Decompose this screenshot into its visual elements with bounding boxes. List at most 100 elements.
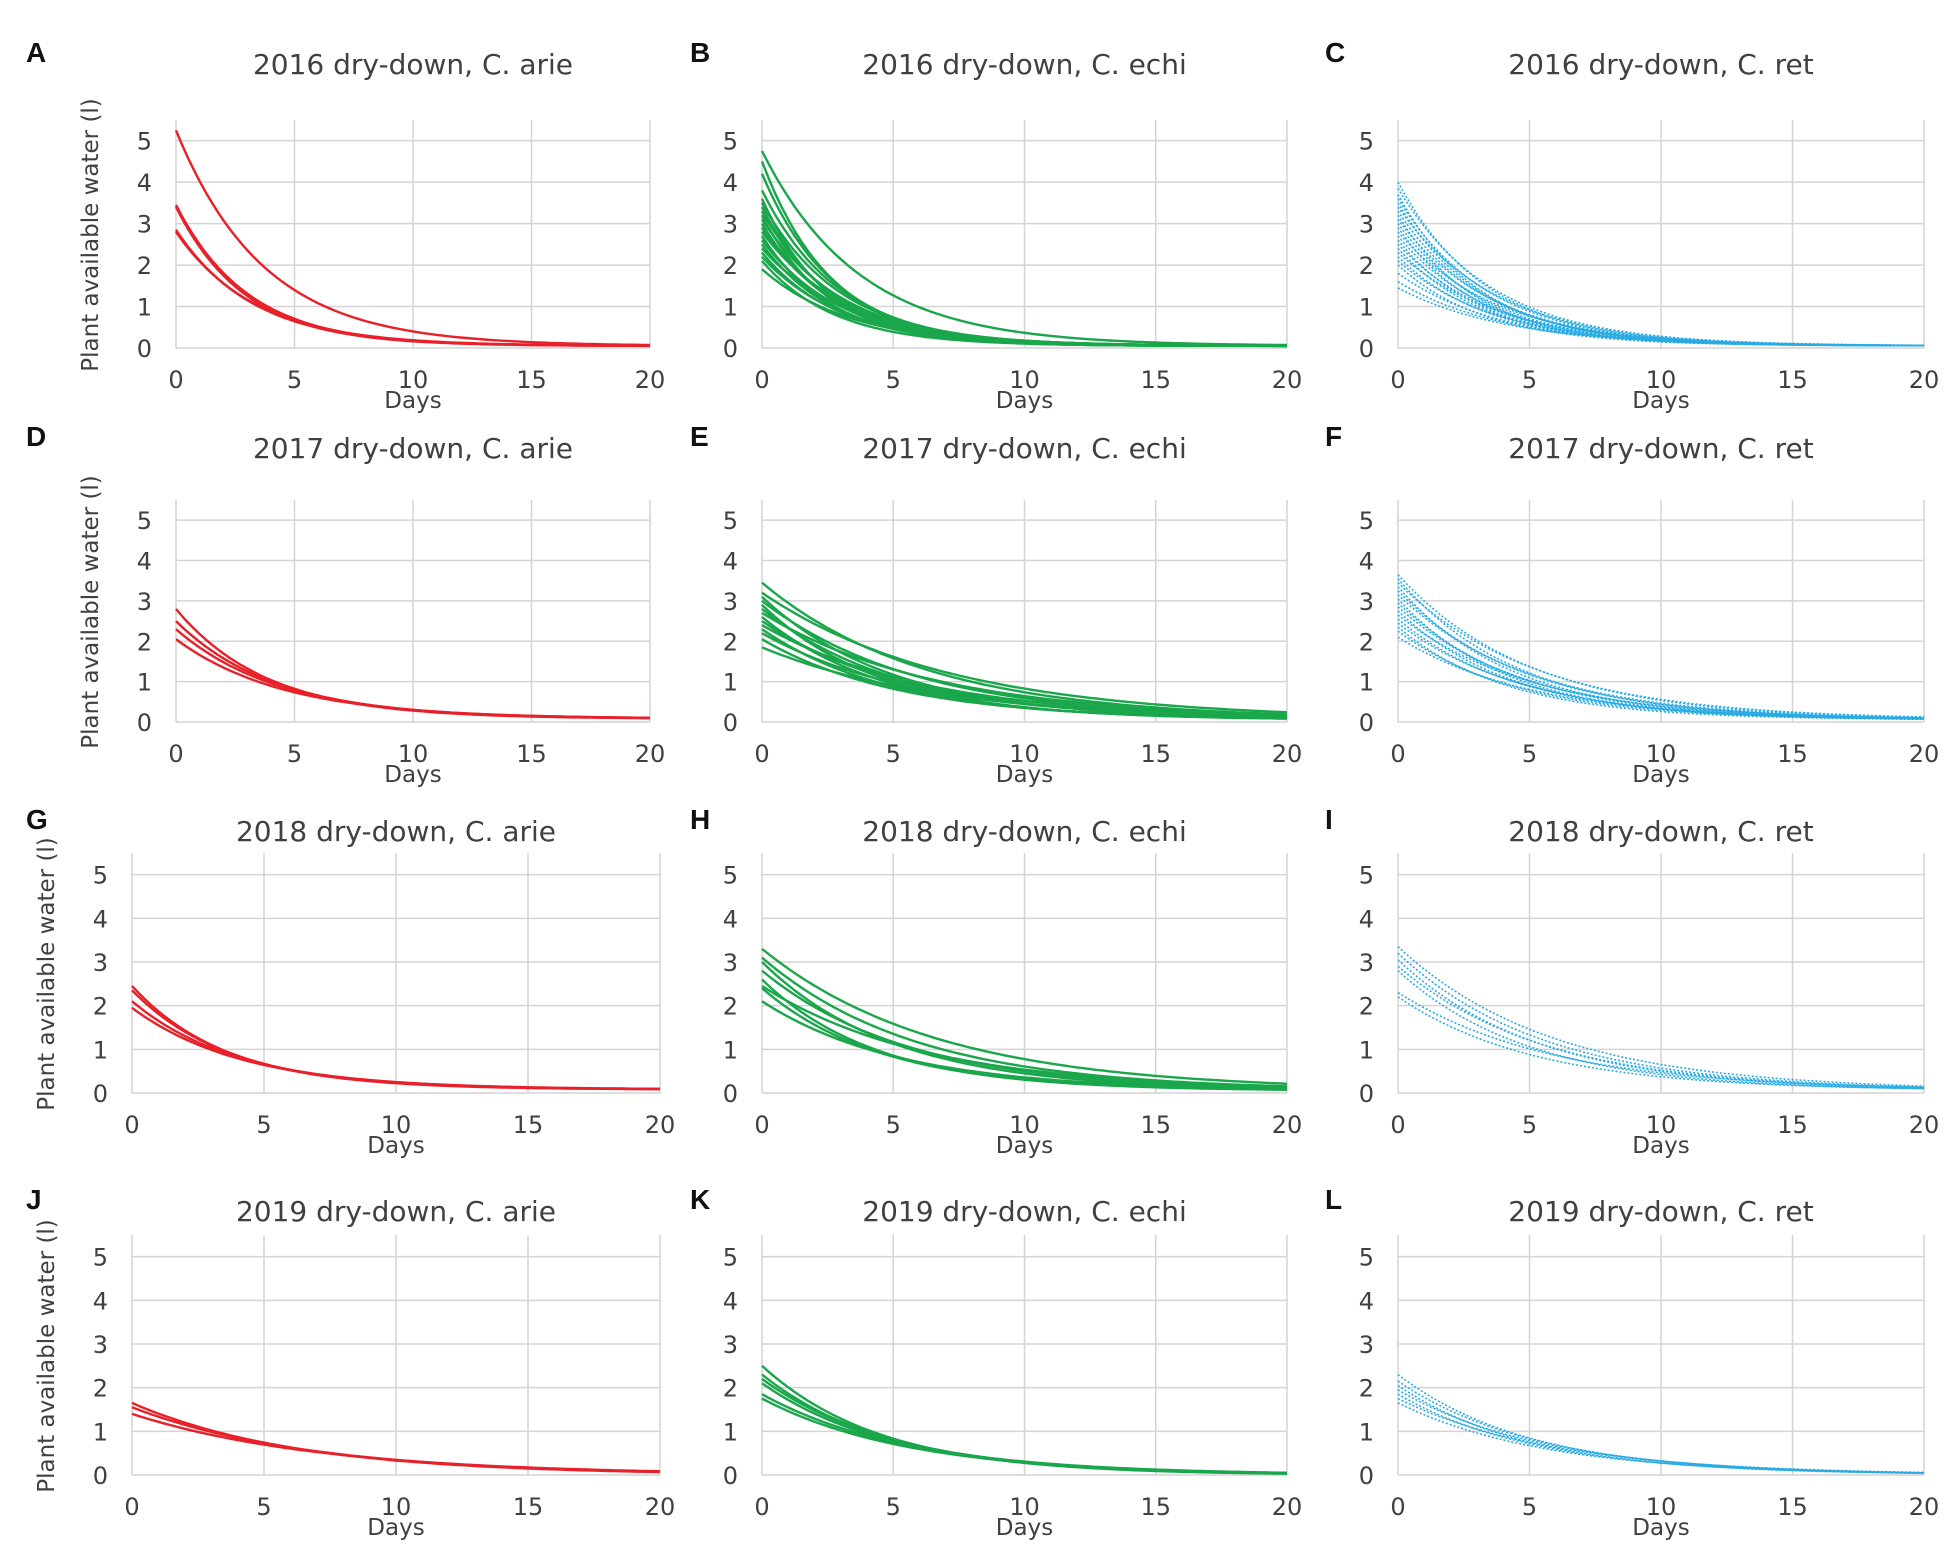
y-tick-label: 5 [1359, 1244, 1374, 1272]
x-tick-label: 15 [1777, 366, 1808, 394]
y-tick-label: 4 [1359, 548, 1374, 576]
chart-title: 2019 dry-down, C. echi [862, 1195, 1186, 1228]
y-tick-label: 3 [723, 211, 738, 239]
x-tick-label: 0 [754, 1111, 769, 1139]
x-tick-label: 20 [1909, 1493, 1940, 1521]
x-tick-label: 10 [381, 1111, 412, 1139]
x-tick-label: 0 [1390, 1493, 1405, 1521]
y-tick-label: 3 [1359, 588, 1374, 616]
y-tick-label: 0 [723, 1080, 738, 1108]
x-tick-label: 20 [1909, 1111, 1940, 1139]
y-tick-label: 2 [723, 252, 738, 280]
y-tick-label: 4 [93, 905, 108, 933]
panel-i: I 2018 dry-down, C. ret 0 5 10 15 20 0 1 2 3 4 5 Days [1325, 804, 1939, 1159]
series-line [761, 268, 1287, 347]
series-line [131, 1006, 660, 1090]
series-line [761, 591, 1288, 714]
x-tick-label: 20 [645, 1493, 676, 1521]
series-line [1397, 239, 1924, 347]
series-line [131, 1412, 661, 1473]
y-tick-label: 4 [1359, 1287, 1374, 1315]
series-line [1397, 622, 1924, 720]
panel-letter: D [26, 421, 46, 452]
x-tick-label: 10 [398, 740, 429, 768]
y-tick-label: 2 [137, 628, 152, 656]
panel-letter: K [690, 1184, 710, 1215]
x-tick-label: 5 [287, 366, 302, 394]
y-tick-label: 1 [1359, 669, 1374, 697]
chart-title: 2018 dry-down, C. ret [1508, 815, 1813, 848]
series-line [761, 1397, 1288, 1475]
y-tick-label: 0 [93, 1462, 108, 1490]
x-tick-label: 0 [124, 1493, 139, 1521]
x-tick-label: 20 [1272, 366, 1303, 394]
panel-letter: B [690, 37, 710, 68]
x-tick-label: 20 [1272, 740, 1303, 768]
x-tick-label: 10 [1009, 1493, 1040, 1521]
series-line [1397, 202, 1924, 347]
y-tick-label: 3 [137, 588, 152, 616]
y-tick-label: 2 [723, 993, 738, 1021]
x-tick-label: 10 [398, 366, 429, 394]
x-tick-label: 0 [1390, 1111, 1405, 1139]
y-tick-label: 3 [1359, 211, 1374, 239]
x-tick-label: 15 [1140, 1111, 1171, 1139]
x-tick-label: 20 [635, 366, 666, 394]
series-line [1397, 1393, 1925, 1474]
chart-title: 2017 dry-down, C. echi [862, 432, 1186, 465]
panel-letter: E [690, 421, 709, 452]
x-tick-label: 10 [1009, 740, 1040, 768]
chart-title: 2016 dry-down, C. ret [1508, 48, 1813, 81]
x-axis-label: Days [1632, 1133, 1689, 1159]
series-line [1397, 287, 1924, 347]
series-line [1397, 272, 1924, 347]
x-tick-label: 15 [1777, 740, 1808, 768]
chart-title: 2016 dry-down, C. echi [862, 48, 1186, 81]
panel-letter: F [1325, 421, 1342, 452]
x-tick-label: 15 [1140, 1493, 1171, 1521]
series-line [761, 646, 1288, 718]
x-axis-label: Days [1632, 1515, 1689, 1541]
x-tick-label: 0 [754, 740, 769, 768]
x-tick-label: 10 [1646, 740, 1677, 768]
x-tick-label: 10 [1646, 1111, 1677, 1139]
y-tick-label: 4 [723, 169, 738, 197]
x-tick-label: 15 [1140, 740, 1171, 768]
series-line [1397, 264, 1924, 347]
panel-letter: L [1325, 1184, 1342, 1215]
y-tick-label: 3 [1359, 949, 1374, 977]
x-tick-label: 15 [513, 1111, 544, 1139]
chart-title: 2016 dry-down, C. arie [253, 48, 573, 81]
x-tick-label: 15 [516, 366, 547, 394]
x-tick-label: 0 [124, 1111, 139, 1139]
x-tick-label: 20 [1909, 366, 1940, 394]
x-axis-label: Days [367, 1515, 424, 1541]
y-tick-label: 4 [93, 1287, 108, 1315]
y-tick-label: 5 [723, 128, 738, 156]
y-tick-label: 5 [137, 128, 152, 156]
y-tick-label: 1 [723, 1418, 738, 1446]
x-axis-label: Days [996, 388, 1053, 414]
x-axis-label: Days [996, 1515, 1053, 1541]
x-tick-label: 20 [645, 1111, 676, 1139]
y-tick-label: 0 [723, 1462, 738, 1490]
y-tick-label: 3 [723, 1331, 738, 1359]
x-tick-label: 5 [256, 1111, 271, 1139]
y-tick-label: 5 [93, 1244, 108, 1272]
x-axis-label: Days [1632, 388, 1689, 414]
panel-h: H 2018 dry-down, C. echi 0 5 10 15 20 0 1 2 3 4 5 Day… [690, 804, 1302, 1159]
y-tick-label: 3 [93, 1331, 108, 1359]
y-tick-label: 1 [1359, 1036, 1374, 1064]
y-tick-label: 4 [1359, 169, 1374, 197]
y-tick-label: 4 [137, 548, 152, 576]
y-tick-label: 5 [1359, 128, 1374, 156]
y-tick-label: 1 [137, 669, 152, 697]
series-line [1397, 243, 1925, 347]
x-tick-label: 20 [1272, 1111, 1303, 1139]
y-tick-label: 1 [1359, 294, 1374, 322]
x-axis-label: Days [996, 762, 1053, 788]
series-line [1397, 218, 1925, 347]
y-tick-label: 2 [1359, 252, 1374, 280]
series-line [761, 969, 1288, 1089]
